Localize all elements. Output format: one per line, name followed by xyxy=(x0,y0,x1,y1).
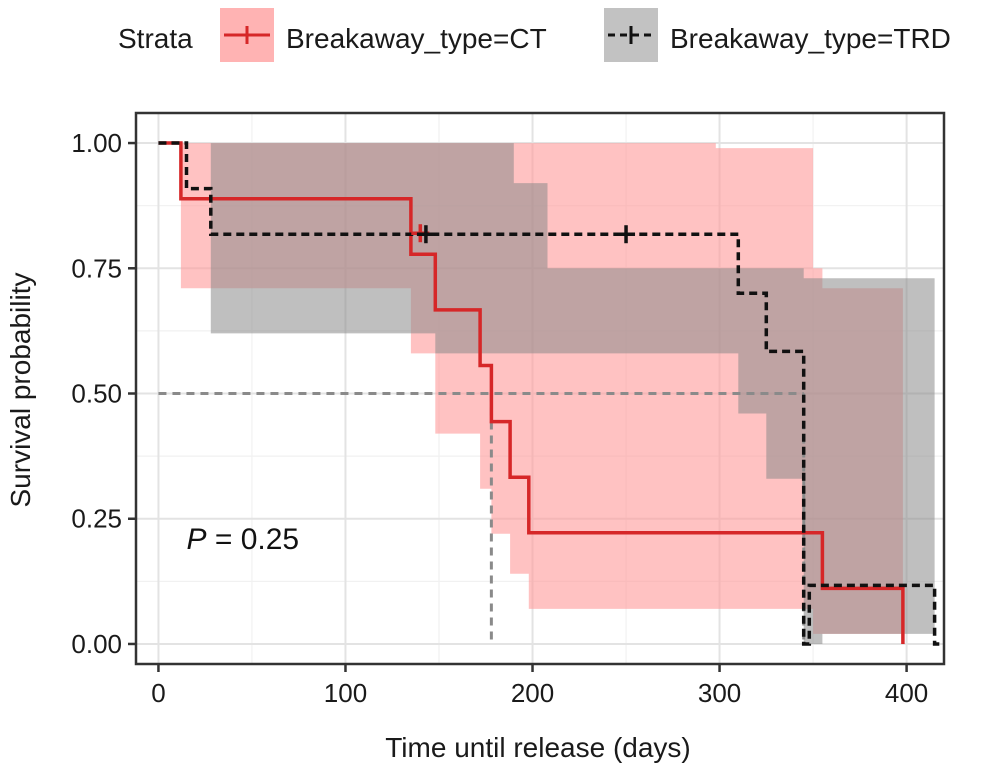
x-tick-label: 300 xyxy=(698,678,741,708)
legend-label-trd: Breakaway_type=TRD xyxy=(670,23,951,54)
confidence-bands xyxy=(180,143,935,644)
legend-title: Strata xyxy=(118,23,193,54)
y-tick-label: 0.00 xyxy=(71,629,122,659)
plot-frame xyxy=(134,111,946,666)
x-tick-label: 400 xyxy=(885,678,928,708)
x-axis-title: Time until release (days) xyxy=(385,732,691,763)
censor-marks xyxy=(411,224,636,244)
x-tick-label: 200 xyxy=(511,678,554,708)
p-value-annotation: P = 0.25 xyxy=(187,523,300,556)
y-tick-label: 0.25 xyxy=(71,504,122,534)
y-tick-label: 1.00 xyxy=(71,128,122,158)
survival-curve-trd xyxy=(158,141,941,646)
x-tick-label: 0 xyxy=(151,678,165,708)
confidence-band-trd xyxy=(210,143,935,644)
y-tick-label: 0.50 xyxy=(71,379,122,409)
x-tick-label: 100 xyxy=(324,678,367,708)
plot-border xyxy=(134,111,946,666)
y-tick-label: 0.75 xyxy=(71,253,122,283)
y-axis-title: Survival probability xyxy=(5,273,36,508)
p-value-text: = 0.25 xyxy=(207,523,300,556)
p-value-symbol: P xyxy=(187,523,207,556)
survival-curves xyxy=(158,141,941,646)
legend-label-ct: Breakaway_type=CT xyxy=(286,23,547,54)
x-axis-ticks: 0 100 200 300 400 xyxy=(151,664,928,708)
survival-curve-ct xyxy=(158,141,905,644)
median-lines xyxy=(158,392,806,644)
y-axis-ticks: 0.00 0.25 0.50 0.75 1.00 xyxy=(71,128,136,659)
legend: Strata Breakaway_type=CT Breakaway_type=… xyxy=(118,8,951,62)
